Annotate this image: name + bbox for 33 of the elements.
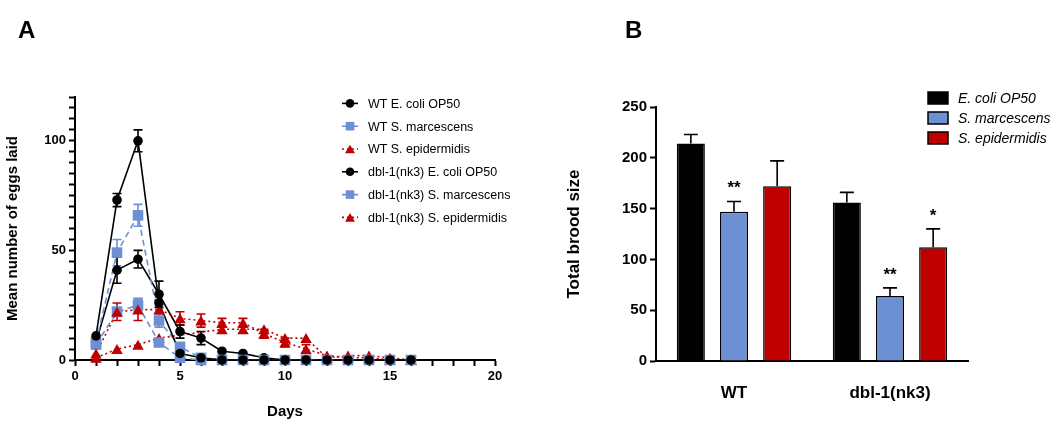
y-tick-label: 0 <box>638 351 647 369</box>
legend-label: WT S. epidermidis <box>368 142 470 157</box>
y-tick-label: 100 <box>44 132 66 148</box>
chart-title: B <box>625 16 643 43</box>
x-tick-label: WT <box>720 382 748 402</box>
y-axis-title: Total brood size <box>563 169 583 299</box>
x-tick-label: dbl-1(nk3) <box>849 382 931 402</box>
y-tick-label: 50 <box>630 300 647 318</box>
y-tick-label: 0 <box>58 351 66 367</box>
legend-label: S. epidermidis <box>958 129 1047 146</box>
x-tick-label: 15 <box>382 368 398 384</box>
data-label: ** <box>883 264 897 284</box>
data-label: * <box>929 205 937 225</box>
y-tick-label: 200 <box>621 147 647 165</box>
legend-label: WT E. coli OP50 <box>368 96 461 111</box>
x-axis-title: Days <box>267 402 303 420</box>
y-tick-label: 250 <box>621 97 647 115</box>
y-tick-label: 50 <box>51 241 66 257</box>
legend-label: S. marcescens <box>958 109 1051 126</box>
legend-label: E. coli OP50 <box>958 89 1037 106</box>
legend-label: dbl-1(nk3) E. coli OP50 <box>368 165 498 180</box>
y-axis-title: Mean number of eggs laid <box>3 135 21 322</box>
legend-label: WT S. marcescens <box>368 119 474 134</box>
x-tick-label: 10 <box>277 368 293 384</box>
legend-label: dbl-1(nk3) S. marcescens <box>368 188 511 203</box>
data-label: ** <box>727 178 741 198</box>
x-tick-label: 0 <box>71 368 79 384</box>
legend-label: dbl-1(nk3) S. epidermidis <box>368 210 507 225</box>
y-tick-label: 150 <box>621 198 647 216</box>
y-tick-label: 100 <box>621 249 647 267</box>
x-tick-label: 5 <box>176 368 184 384</box>
chart-title: A <box>18 16 36 43</box>
x-tick-label: 20 <box>487 368 503 384</box>
